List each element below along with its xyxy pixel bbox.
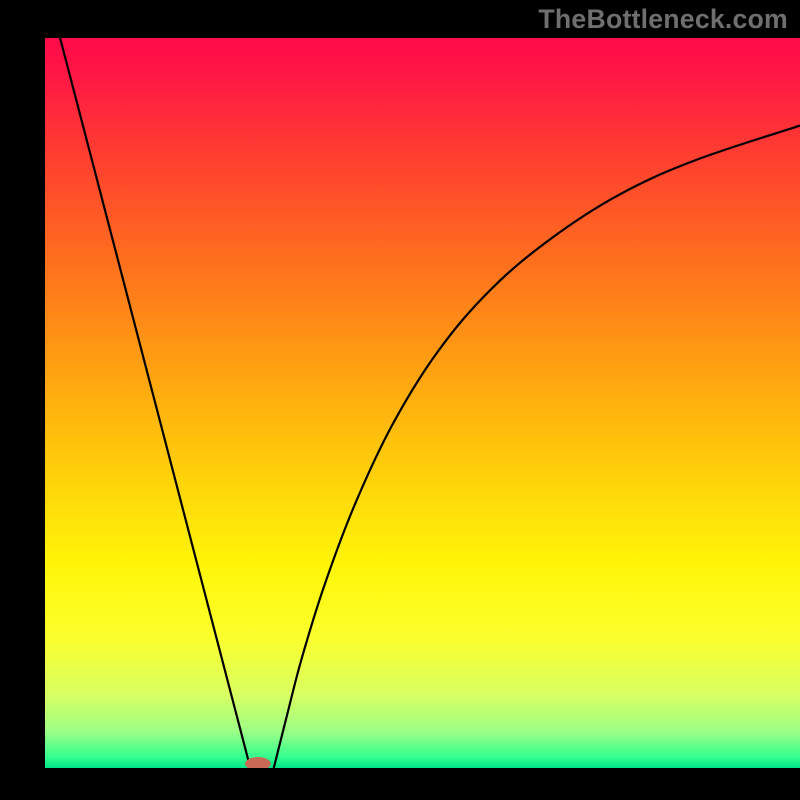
chart-container: TheBottleneck.com — [0, 0, 800, 800]
curve-left — [60, 38, 250, 768]
curve-right — [274, 126, 800, 768]
chart-curves-svg — [45, 38, 800, 768]
watermark-text: TheBottleneck.com — [538, 4, 788, 35]
plot-area — [45, 38, 800, 768]
